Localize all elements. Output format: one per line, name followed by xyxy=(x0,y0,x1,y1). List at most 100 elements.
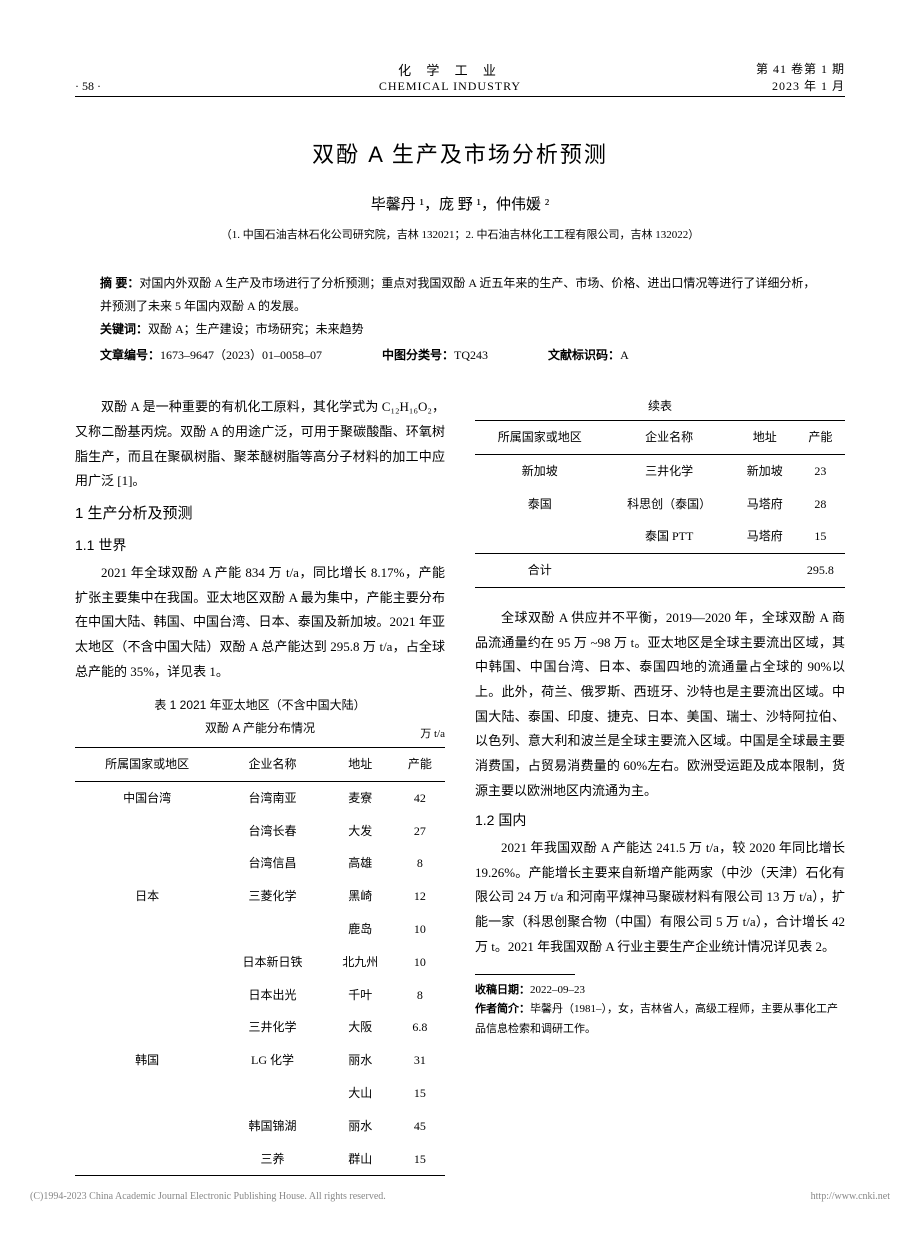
table-row: 韩国LG 化学丽水31 xyxy=(75,1044,445,1077)
table-cell: 鹿岛 xyxy=(326,913,395,946)
table1-col-region: 所属国家或地区 xyxy=(75,747,219,781)
table-cell: 麦寮 xyxy=(326,781,395,814)
table1: 所属国家或地区 企业名称 地址 产能 中国台湾台湾南亚麦寮42台湾长春大发27台… xyxy=(75,747,445,1176)
table1c-header-row: 所属国家或地区 企业名称 地址 产能 xyxy=(475,420,845,454)
page-root: · 58 · 化 学 工 业 CHEMICAL INDUSTRY 第 41 卷第… xyxy=(0,0,920,1214)
table-row: 泰国科思创（泰国）马塔府28 xyxy=(475,488,845,521)
page-number: · 58 · xyxy=(75,79,195,94)
table-cell: 31 xyxy=(395,1044,445,1077)
running-header: · 58 · 化 学 工 业 CHEMICAL INDUSTRY 第 41 卷第… xyxy=(75,60,845,97)
table1-header-row: 所属国家或地区 企业名称 地址 产能 xyxy=(75,747,445,781)
heading-1-1: 1.1 世界 xyxy=(75,532,445,559)
global-supply-paragraph: 全球双酚 A 供应并不平衡，2019—2020 年，全球双酚 A 商品流通量约在… xyxy=(475,606,845,804)
table-cell: 千叶 xyxy=(326,979,395,1012)
table-cell: 三养 xyxy=(219,1143,326,1176)
table-cell: 28 xyxy=(796,488,845,521)
table-cell: 8 xyxy=(395,979,445,1012)
table-cell: 新加坡 xyxy=(475,454,604,487)
left-column: 双酚 A 是一种重要的有机化工原料，其化学式为 C₁₂H₁₆O₂，又称二酚基丙烷… xyxy=(75,395,445,1184)
right-column: 续表 所属国家或地区 企业名称 地址 产能 新加坡三井化学新加坡23泰国科思创（… xyxy=(475,395,845,1184)
domestic-paragraph: 2021 年我国双酚 A 产能达 241.5 万 t/a，较 2020 年同比增… xyxy=(475,836,845,959)
article-title: 双酚 A 生产及市场分析预测 xyxy=(75,137,845,169)
journal-title-en: CHEMICAL INDUSTRY xyxy=(195,79,705,94)
table-row: 新加坡三井化学新加坡23 xyxy=(475,454,845,487)
table-cell: 27 xyxy=(395,815,445,848)
table-row: 三井化学大阪6.8 xyxy=(75,1011,445,1044)
table-cell: 日本出光 xyxy=(219,979,326,1012)
table-cell xyxy=(734,554,796,588)
table-cell: 台湾南亚 xyxy=(219,781,326,814)
table-cell xyxy=(75,979,219,1012)
table-cell xyxy=(75,1011,219,1044)
table-cell xyxy=(75,1143,219,1176)
table-cell: 新加坡 xyxy=(734,454,796,487)
table-cell: 23 xyxy=(796,454,845,487)
table-cell: 大山 xyxy=(326,1077,395,1110)
journal-title-block: 化 学 工 业 CHEMICAL INDUSTRY xyxy=(195,60,705,94)
table-cell: 42 xyxy=(395,781,445,814)
table-cell: 15 xyxy=(796,520,845,553)
table-cell xyxy=(75,1077,219,1110)
table-cell: 10 xyxy=(395,946,445,979)
table-row: 日本出光千叶8 xyxy=(75,979,445,1012)
table1c-col-company: 企业名称 xyxy=(604,420,733,454)
table-cell: 北九州 xyxy=(326,946,395,979)
abstract-body: 对国内外双酚 A 生产及市场进行了分析预测；重点对我国双酚 A 近五年来的生产、… xyxy=(100,276,815,313)
table-cell: 马塔府 xyxy=(734,488,796,521)
table-cell: 泰国 xyxy=(475,488,604,521)
issue-date: 2023 年 1 月 xyxy=(705,77,845,94)
page-footer: (C)1994-2023 China Academic Journal Elec… xyxy=(30,1191,890,1202)
footnote-separator xyxy=(475,974,575,975)
intro-paragraph: 双酚 A 是一种重要的有机化工原料，其化学式为 C₁₂H₁₆O₂，又称二酚基丙烷… xyxy=(75,395,445,494)
table-cell: 三井化学 xyxy=(604,454,733,487)
table1-col-address: 地址 xyxy=(326,747,395,781)
abstract-block: 摘 要：对国内外双酚 A 生产及市场进行了分析预测；重点对我国双酚 A 近五年来… xyxy=(100,272,820,367)
table-cell: 中国台湾 xyxy=(75,781,219,814)
table-total-row: 合计295.8 xyxy=(475,554,845,588)
footer-right: http://www.cnki.net xyxy=(811,1191,890,1202)
table-cell xyxy=(75,1110,219,1143)
table-cell: 高雄 xyxy=(326,847,395,880)
table-row: 台湾长春大发27 xyxy=(75,815,445,848)
affiliation-line: （1. 中国石油吉林石化公司研究院，吉林 132021；2. 中石油吉林化工工程… xyxy=(75,226,845,242)
issue-block: 第 41 卷第 1 期 2023 年 1 月 xyxy=(705,60,845,94)
footnote-author-bio: 作者简介：毕馨丹（1981–），女，吉林省人，高级工程师，主要从事化工产品信息检… xyxy=(475,1000,845,1040)
table-cell xyxy=(219,913,326,946)
table-cell xyxy=(75,815,219,848)
footnote-received: 收稿日期：2022–09–23 xyxy=(475,981,845,1001)
table-cell: 丽水 xyxy=(326,1110,395,1143)
heading-1: 1 生产分析及预测 xyxy=(75,500,445,529)
table1-col-company: 企业名称 xyxy=(219,747,326,781)
table1c-col-region: 所属国家或地区 xyxy=(475,420,604,454)
table1c-col-capacity: 产能 xyxy=(796,420,845,454)
table-cell xyxy=(75,847,219,880)
table-row: 韩国锦湖丽水45 xyxy=(75,1110,445,1143)
table-row: 三养群山15 xyxy=(75,1143,445,1176)
footer-left: (C)1994-2023 China Academic Journal Elec… xyxy=(30,1191,386,1202)
table-cell: 黑崎 xyxy=(326,880,395,913)
table-row: 泰国 PTT马塔府15 xyxy=(475,520,845,553)
meta-line: 文章编号：1673–9647（2023）01–0058–07 中图分类号：TQ2… xyxy=(100,344,820,367)
table-row: 大山15 xyxy=(75,1077,445,1110)
keywords-label: 关键词： xyxy=(100,322,148,336)
table-row: 台湾信昌高雄8 xyxy=(75,847,445,880)
keywords-line: 关键词：双酚 A；生产建设；市场研究；未来趋势 xyxy=(100,318,820,341)
table-cell xyxy=(75,946,219,979)
table-cell xyxy=(219,1077,326,1110)
table-cell: 台湾信昌 xyxy=(219,847,326,880)
table-cell: 韩国 xyxy=(75,1044,219,1077)
table1-continued: 所属国家或地区 企业名称 地址 产能 新加坡三井化学新加坡23泰国科思创（泰国）… xyxy=(475,420,845,588)
table-cell: 15 xyxy=(395,1143,445,1176)
table-cell: 15 xyxy=(395,1077,445,1110)
table-cell xyxy=(475,520,604,553)
table1-continued-label: 续表 xyxy=(475,395,845,418)
table1-col-capacity: 产能 xyxy=(395,747,445,781)
body-columns: 双酚 A 是一种重要的有机化工原料，其化学式为 C₁₂H₁₆O₂，又称二酚基丙烷… xyxy=(75,395,845,1184)
table-cell: 295.8 xyxy=(796,554,845,588)
table-cell: 韩国锦湖 xyxy=(219,1110,326,1143)
clc-number: 中图分类号：TQ243 xyxy=(382,344,488,367)
table-cell: LG 化学 xyxy=(219,1044,326,1077)
table-cell: 马塔府 xyxy=(734,520,796,553)
table-row: 鹿岛10 xyxy=(75,913,445,946)
table-cell: 大发 xyxy=(326,815,395,848)
